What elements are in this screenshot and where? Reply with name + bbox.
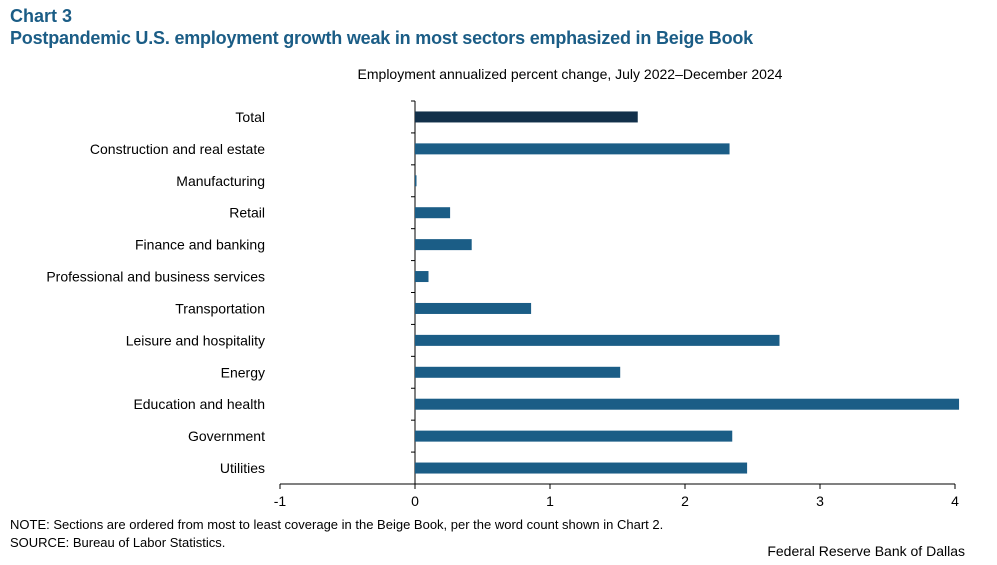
bar-sector bbox=[415, 334, 780, 346]
x-tick-label: -1 bbox=[274, 493, 287, 509]
category-label: Professional and business services bbox=[46, 269, 265, 285]
bar-sector bbox=[415, 366, 621, 378]
publisher-credit: Federal Reserve Bank of Dallas bbox=[767, 543, 965, 559]
bar-sector bbox=[415, 398, 960, 410]
bar-sector bbox=[415, 271, 429, 283]
chart-title: Postpandemic U.S. employment growth weak… bbox=[10, 28, 753, 48]
x-tick-label: 1 bbox=[546, 493, 554, 509]
category-label: Manufacturing bbox=[176, 173, 265, 189]
bar-sector bbox=[415, 462, 748, 474]
category-label: Energy bbox=[221, 364, 265, 380]
category-label: Utilities bbox=[220, 460, 265, 476]
category-label: Transportation bbox=[175, 300, 265, 316]
bar-sector bbox=[415, 143, 730, 155]
x-tick-label: 3 bbox=[816, 493, 824, 509]
bar-sector bbox=[415, 239, 472, 251]
chart-note: NOTE: Sections are ordered from most to … bbox=[10, 517, 664, 532]
category-label: Total bbox=[235, 109, 265, 125]
category-label: Construction and real estate bbox=[90, 141, 265, 157]
bar-sector bbox=[415, 302, 532, 314]
chart-subtitle: Employment annualized percent change, Ju… bbox=[357, 66, 783, 82]
category-label: Retail bbox=[229, 205, 265, 221]
category-label: Leisure and hospitality bbox=[126, 332, 265, 348]
chart-source: SOURCE: Bureau of Labor Statistics. bbox=[10, 535, 226, 550]
bar-sector bbox=[415, 207, 451, 219]
bar-sector bbox=[415, 430, 733, 442]
x-tick-label: 2 bbox=[681, 493, 689, 509]
x-tick-label: 4 bbox=[951, 493, 959, 509]
x-tick-label: 0 bbox=[411, 493, 419, 509]
bar-total bbox=[415, 111, 638, 123]
bar-sector bbox=[415, 175, 417, 187]
category-label: Government bbox=[188, 428, 265, 444]
category-label: Education and health bbox=[133, 396, 265, 412]
chart-number-label: Chart 3 bbox=[10, 6, 73, 26]
category-label: Finance and banking bbox=[135, 237, 265, 253]
